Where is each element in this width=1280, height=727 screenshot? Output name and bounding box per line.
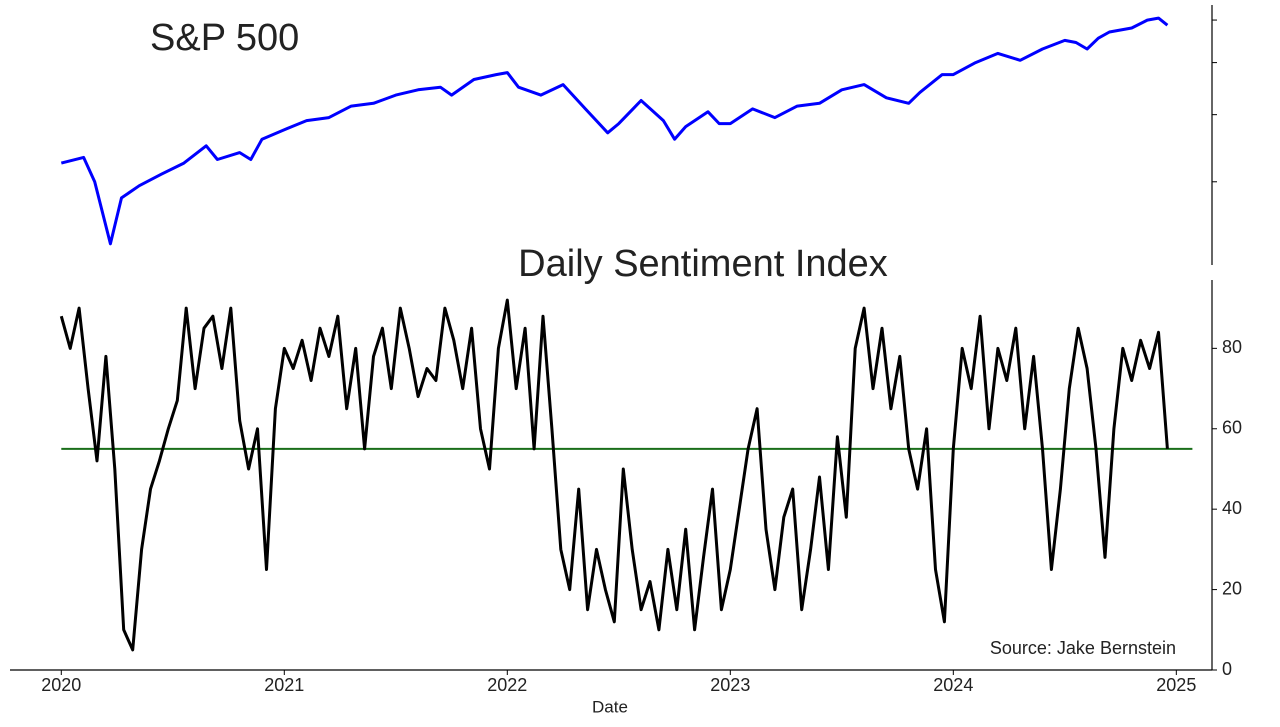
x-tick-label: 2024 [933,675,973,695]
y-tick-label: 20 [1222,578,1242,598]
y-tick-label: 0 [1222,659,1232,679]
x-tick-label: 2023 [710,675,750,695]
y-tick-label: 80 [1222,337,1242,357]
x-tick-label: 2020 [41,675,81,695]
x-axis-label: Date [592,697,628,716]
y-tick-label: 40 [1222,498,1242,518]
chart-title: Daily Sentiment Index [518,243,888,285]
x-tick-label: 2025 [1156,675,1196,695]
x-tick-label: 2021 [264,675,304,695]
y-tick-label: 60 [1222,418,1242,438]
chart-title: S&P 500 [150,17,299,59]
x-tick-label: 2022 [487,675,527,695]
annotation: Source: Jake Bernstein [990,638,1176,658]
data-line [60,16,1169,246]
data-line [59,298,1169,652]
